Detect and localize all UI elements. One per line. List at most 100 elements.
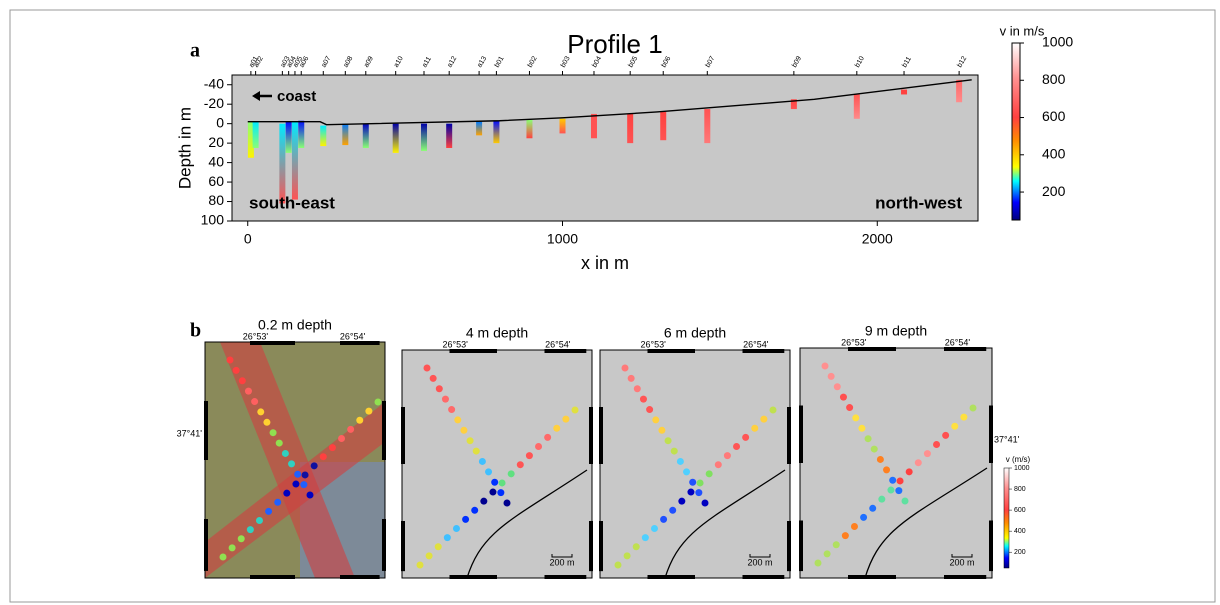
- survey-point: [814, 559, 822, 567]
- y-tick-label: -20: [204, 95, 224, 111]
- survey-point: [639, 395, 647, 403]
- velocity-column: [476, 121, 483, 136]
- survey-point: [237, 535, 245, 543]
- x-tick-label: 1000: [547, 231, 578, 247]
- survey-point: [887, 486, 895, 494]
- map-tick-label: 37°41': [177, 428, 203, 438]
- survey-point: [265, 507, 273, 515]
- map-background: [402, 350, 592, 578]
- survey-point: [751, 424, 759, 432]
- survey-point: [274, 498, 282, 506]
- y-tick-label: 100: [201, 212, 225, 228]
- survey-point: [646, 406, 654, 414]
- map-tick-label: 26°53': [243, 331, 269, 341]
- velocity-column: [252, 121, 259, 148]
- x-tick-label: 2000: [862, 231, 893, 247]
- survey-point: [257, 408, 265, 416]
- survey-point: [870, 445, 878, 453]
- colorbar-tick-label: 1000: [1014, 465, 1030, 472]
- y-tick-label: 40: [208, 153, 224, 169]
- survey-point: [571, 406, 579, 414]
- survey-point: [705, 470, 713, 478]
- survey-point: [852, 414, 860, 422]
- survey-point: [356, 416, 364, 424]
- colorbar-tick-label: 600: [1014, 507, 1026, 514]
- y-tick-label: 80: [208, 192, 224, 208]
- survey-point: [228, 544, 236, 552]
- survey-point: [255, 517, 263, 525]
- survey-point: [696, 479, 704, 487]
- station-label: a13: [476, 55, 488, 69]
- survey-point: [365, 407, 373, 415]
- figure-frame: [9, 9, 1216, 603]
- velocity-column: [853, 94, 860, 119]
- survey-band: [205, 402, 385, 578]
- survey-point: [441, 395, 449, 403]
- panel-label: b: [190, 320, 201, 342]
- y-tick-label: 0: [216, 114, 224, 130]
- survey-point: [641, 534, 649, 542]
- survey-point: [347, 425, 355, 433]
- colorbar-tick-label: 400: [1014, 528, 1026, 535]
- velocity-column: [559, 118, 566, 134]
- survey-point: [466, 437, 474, 445]
- colorbar-tick-label: 600: [1042, 108, 1066, 124]
- survey-point: [942, 431, 950, 439]
- coastline: [466, 469, 588, 579]
- survey-point: [839, 393, 847, 401]
- velocity-column: [901, 89, 908, 95]
- colorbar-tick-label: 1000: [1042, 34, 1073, 50]
- survey-point: [823, 550, 831, 558]
- velocity-column: [279, 123, 286, 204]
- map-tick-label: 37°41': [994, 434, 1020, 444]
- survey-point: [896, 477, 904, 485]
- station-label: a07: [321, 55, 333, 69]
- survey-point: [491, 478, 499, 486]
- survey-point: [306, 491, 314, 499]
- station-label: a11: [421, 56, 433, 69]
- survey-point: [310, 462, 318, 470]
- velocity-column: [392, 123, 399, 153]
- coast-arrowhead: [252, 91, 260, 101]
- station-label: b06: [660, 55, 672, 69]
- map-tick-label: 26°54': [743, 339, 769, 349]
- survey-point: [535, 442, 543, 450]
- annotation: north-west: [875, 193, 962, 212]
- survey-point: [462, 515, 470, 523]
- survey-point: [425, 552, 433, 560]
- survey-point: [374, 398, 382, 406]
- survey-point: [895, 487, 903, 495]
- survey-point: [695, 489, 703, 497]
- survey-point: [658, 426, 666, 434]
- survey-point: [723, 452, 731, 460]
- map-title: 4 m depth: [466, 325, 528, 341]
- survey-point: [454, 416, 462, 424]
- survey-point: [416, 561, 424, 569]
- survey-point: [283, 489, 291, 497]
- survey-point: [652, 416, 660, 424]
- station-label: b11: [901, 56, 913, 69]
- annotation: south-east: [249, 193, 335, 212]
- survey-point: [827, 372, 835, 380]
- station-label: b09: [791, 55, 803, 69]
- coastline: [864, 467, 988, 579]
- map-title: 6 m depth: [664, 325, 726, 341]
- survey-point: [434, 543, 442, 551]
- survey-point: [472, 447, 480, 455]
- coastline: [664, 469, 786, 579]
- survey-point: [448, 406, 456, 414]
- velocity-column: [627, 113, 634, 144]
- scale-label: 200 m: [747, 557, 772, 567]
- survey-point: [328, 444, 336, 452]
- survey-point: [914, 459, 922, 467]
- survey-point: [860, 513, 868, 521]
- survey-point: [901, 497, 909, 505]
- map-background: [800, 348, 992, 578]
- colorbar-tick-label: 200: [1042, 183, 1066, 199]
- survey-point: [238, 377, 246, 385]
- station-label: a06: [299, 55, 311, 69]
- survey-point: [281, 449, 289, 457]
- survey-point: [683, 468, 691, 476]
- colorbar-tick-label: 800: [1014, 486, 1026, 493]
